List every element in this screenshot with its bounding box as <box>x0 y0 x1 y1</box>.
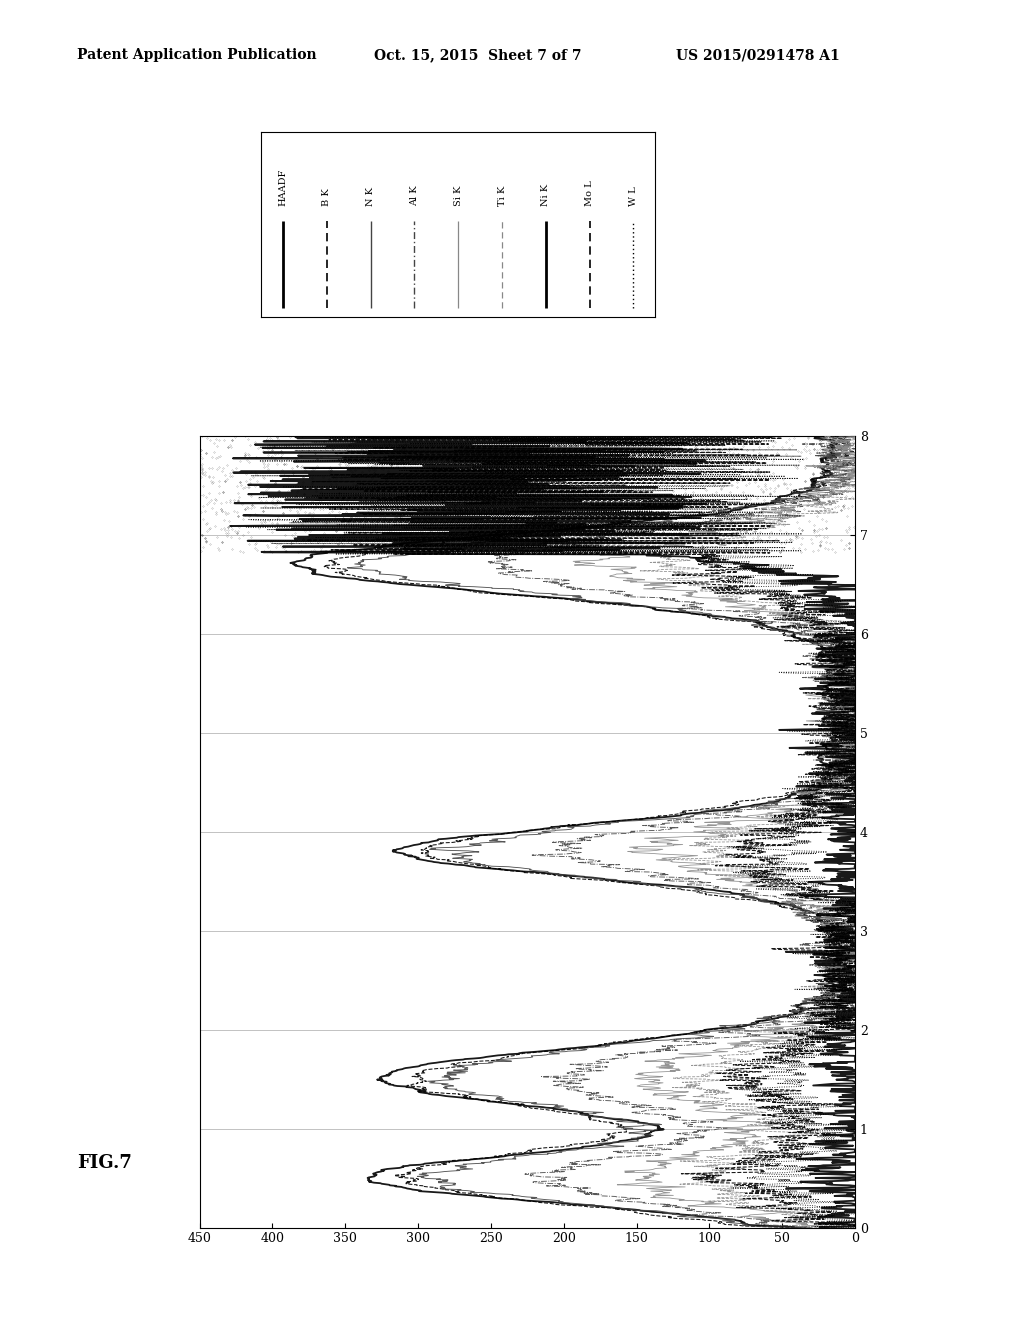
Text: HAADF: HAADF <box>279 169 288 206</box>
Text: Patent Application Publication: Patent Application Publication <box>77 49 316 62</box>
Text: FIG.7: FIG.7 <box>77 1154 132 1172</box>
Text: Si K: Si K <box>454 186 463 206</box>
Text: US 2015/0291478 A1: US 2015/0291478 A1 <box>676 49 840 62</box>
Text: N K: N K <box>367 187 375 206</box>
Text: Al K: Al K <box>410 185 419 206</box>
Text: W L: W L <box>629 186 638 206</box>
Text: Oct. 15, 2015  Sheet 7 of 7: Oct. 15, 2015 Sheet 7 of 7 <box>374 49 582 62</box>
Text: Mo L: Mo L <box>585 180 594 206</box>
Text: B K: B K <box>323 189 332 206</box>
Text: Ti K: Ti K <box>498 186 507 206</box>
Text: Ni K: Ni K <box>542 183 550 206</box>
